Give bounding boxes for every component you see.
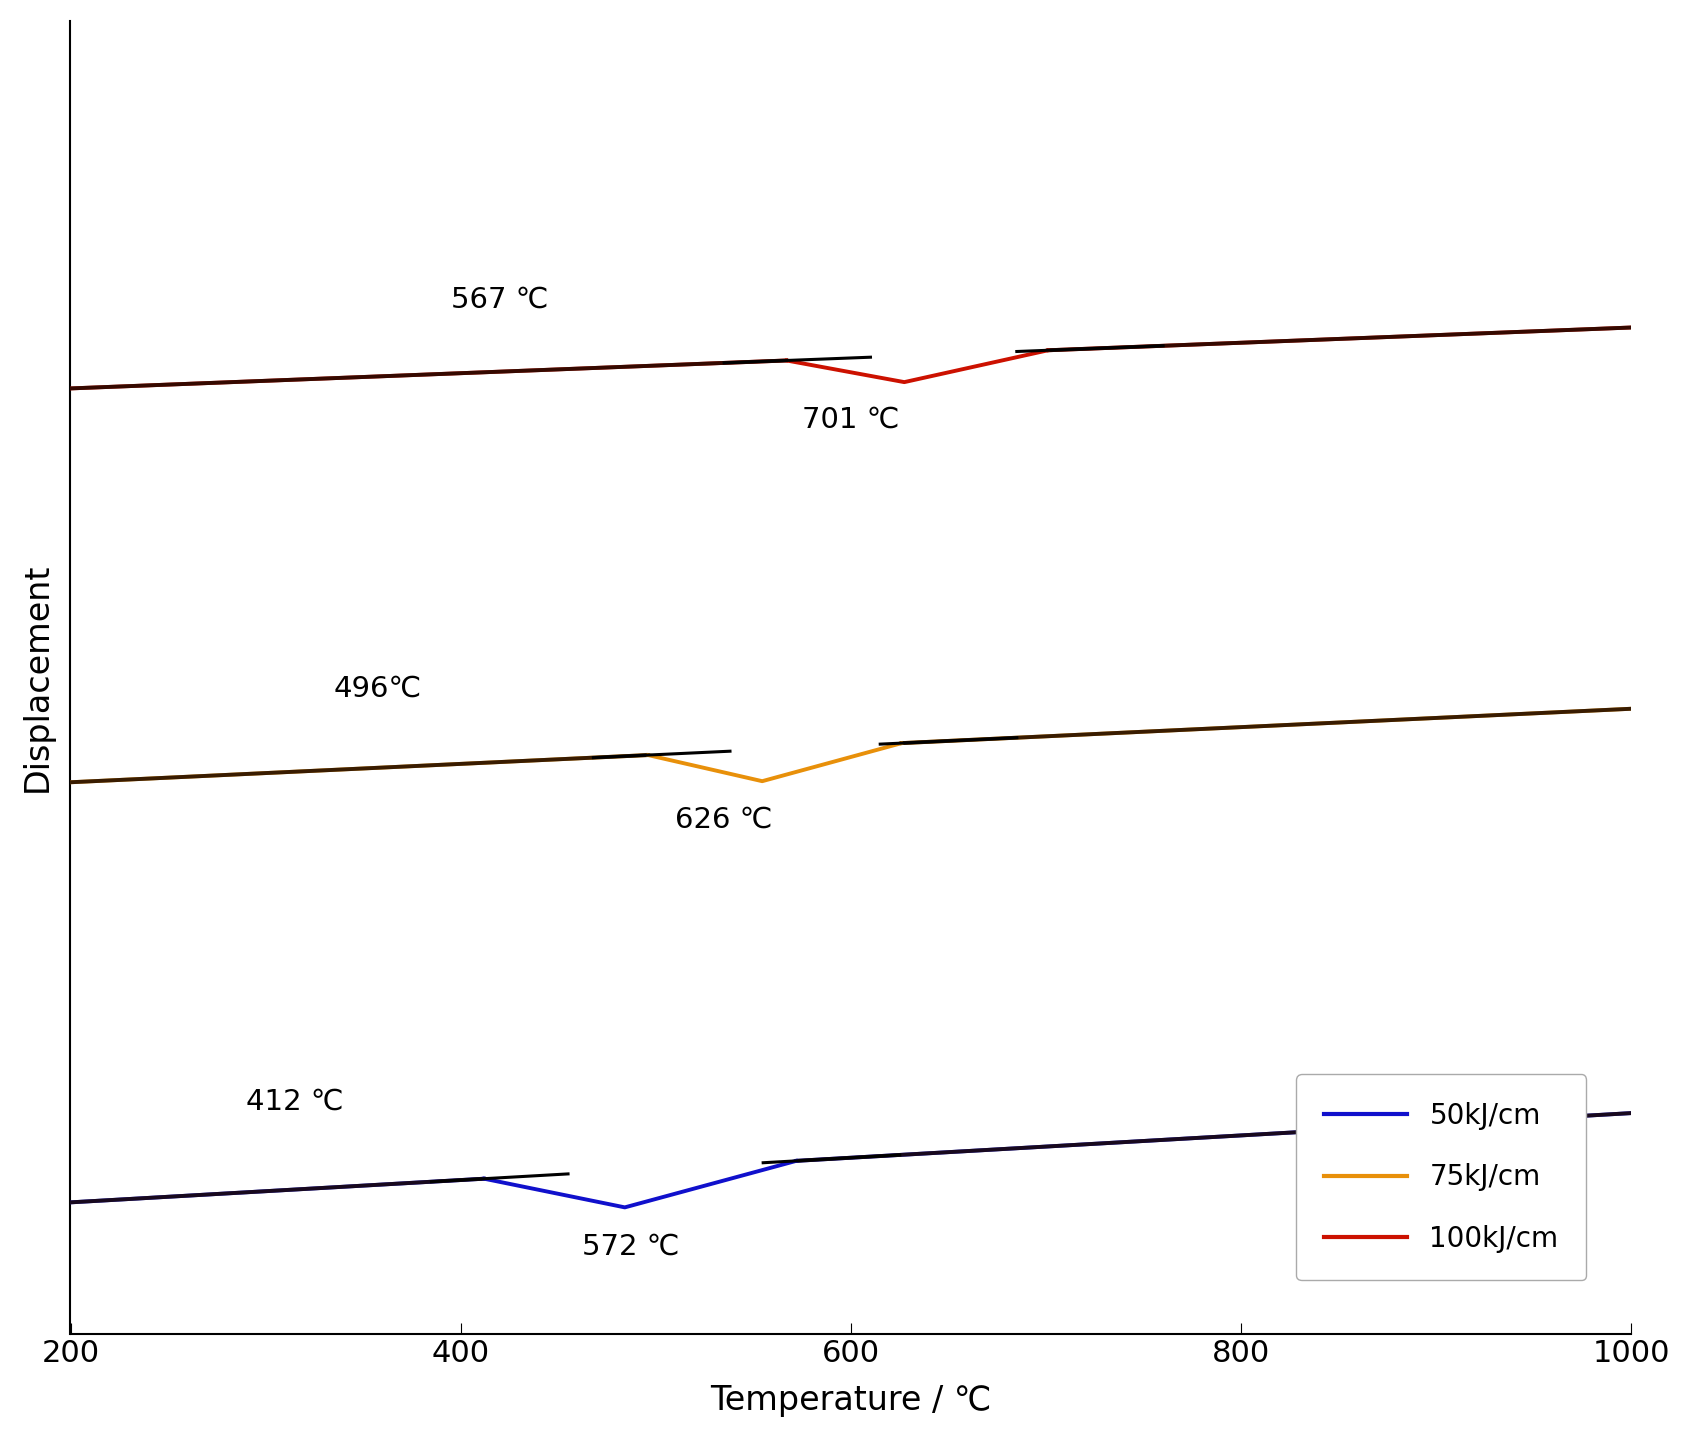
Text: 701 ℃: 701 ℃ xyxy=(802,406,900,433)
Text: 412 ℃: 412 ℃ xyxy=(247,1087,343,1116)
Text: 567 ℃: 567 ℃ xyxy=(451,285,548,313)
Y-axis label: Displacement: Displacement xyxy=(20,562,54,792)
Text: 496℃: 496℃ xyxy=(333,674,423,703)
Text: 626 ℃: 626 ℃ xyxy=(675,807,773,834)
Text: 572 ℃: 572 ℃ xyxy=(582,1232,680,1261)
Legend: 50kJ/cm, 75kJ/cm, 100kJ/cm: 50kJ/cm, 75kJ/cm, 100kJ/cm xyxy=(1295,1074,1586,1280)
X-axis label: Temperature / ℃: Temperature / ℃ xyxy=(710,1385,991,1418)
